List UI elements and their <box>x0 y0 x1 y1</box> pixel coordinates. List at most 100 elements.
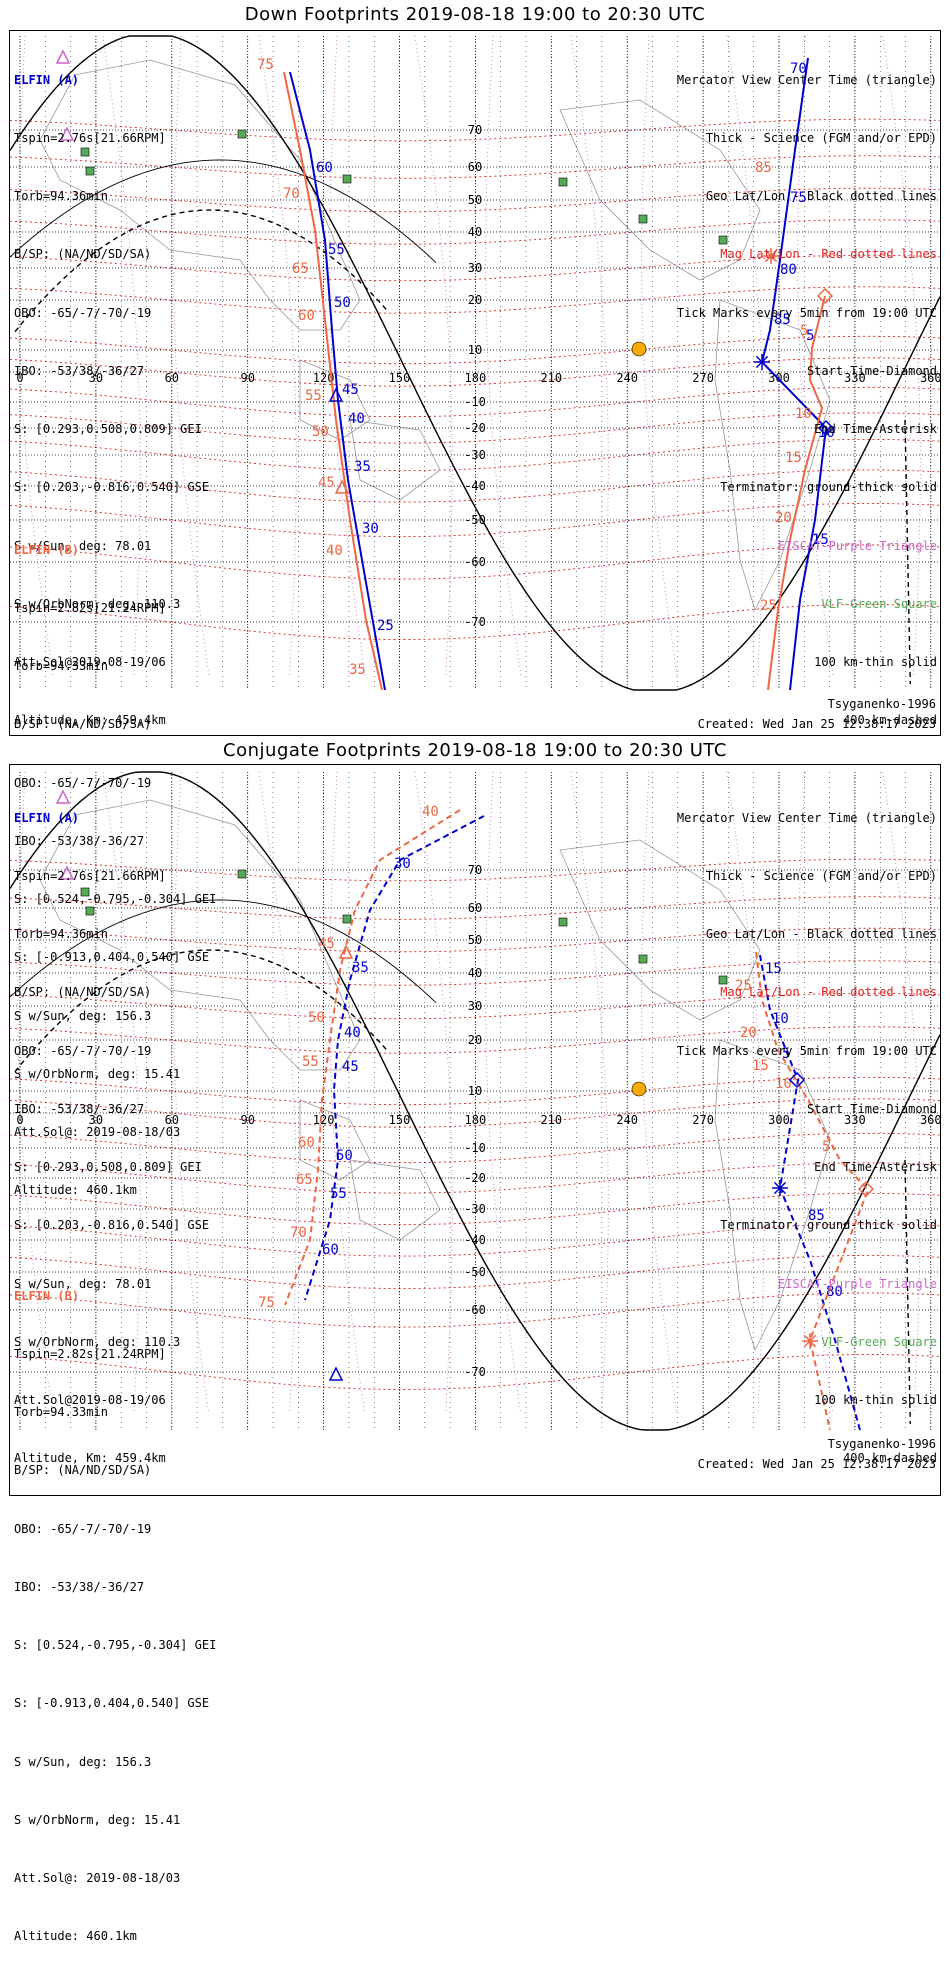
latitude-tick-label: -10 <box>464 395 486 409</box>
vlf-station-square <box>718 235 728 245</box>
elfin-b-conj-right-track-tick-label: 5 <box>822 1139 830 1155</box>
mag-latitude-line <box>9 992 941 1020</box>
elfin-b-line: Att.Sol@: 2019-08-18/03 <box>14 1125 181 1139</box>
map-legend: Mercator View Center Time (triangle) Thi… <box>677 770 937 1507</box>
terminator-line <box>9 771 941 1431</box>
latitude-tick-label: -70 <box>464 1365 486 1379</box>
mag-latitude-line <box>9 927 941 953</box>
longitude-tick-label: 90 <box>240 371 254 385</box>
latitude-tick-label: 40 <box>468 966 482 980</box>
elfin-a-conj-track-tick-label: 30 <box>394 856 411 872</box>
legend-item: End Time-Asterisk <box>814 1160 937 1175</box>
latitude-tick-label: -20 <box>464 1171 486 1185</box>
legend-item: Mercator View Center Time (triangle) <box>676 72 937 87</box>
vlf-station-square <box>638 214 648 224</box>
elfin-b-conj-track-tick-label: 65 <box>296 1172 313 1188</box>
longitude-tick-label: 120 <box>313 371 335 385</box>
mag-latitude-line <box>9 1254 941 1290</box>
elfin-b-line: S w/OrbNorm, deg: 15.41 <box>14 1066 181 1081</box>
latitude-tick-label: 40 <box>468 225 482 239</box>
dashed-400km-line <box>14 949 388 1073</box>
elfin-b-line: Torb=94.33min <box>14 1405 108 1420</box>
elfin-b-conj-right-track-tick-label: 20 <box>740 1025 757 1041</box>
elfin-b-track-tick-label: 65 <box>292 261 309 277</box>
model-label: Tsyganenko-1996 <box>827 1437 936 1451</box>
elfin-a-conj-track-tick-label: 55 <box>330 1186 347 1202</box>
mag-longitude-line <box>329 771 365 1413</box>
longitude-tick-label: 300 <box>768 1113 790 1127</box>
vlf-station-square <box>85 166 95 176</box>
elfin-a-right-track-tick-label: 15 <box>812 532 829 548</box>
elfin-b-line: OBO: -65/-7/-70/-19 <box>14 775 152 790</box>
mag-longitude-line <box>485 35 522 677</box>
latitude-tick-label: 60 <box>468 160 482 174</box>
elfin-b-line: B/SP: (NA/ND/SD/SA) <box>14 1463 152 1478</box>
longitude-tick-label: 180 <box>465 1113 487 1127</box>
latitude-tick-label: -20 <box>464 421 486 435</box>
elfin-b-line: S w/OrbNorm, deg: 15.41 <box>14 1812 181 1827</box>
elfin-a-info: ELFIN (A) Tspin=2.76s[21.66RPM] Torb=94.… <box>14 32 209 769</box>
elfin-a-info: ELFIN (A) Tspin=2.76s[21.66RPM] Torb=94.… <box>14 770 209 1507</box>
elfin-b-track-tick-label: 35 <box>349 662 366 678</box>
mag-latitude-line <box>9 1162 941 1194</box>
latitude-tick-label: 30 <box>468 999 482 1013</box>
mag-latitude-line <box>9 1132 941 1164</box>
elfin-b-conj-right-track-tick-label: 25 <box>735 978 752 994</box>
start-time-diamond <box>816 287 834 305</box>
created-label: Created: Wed Jan 25 12:38:17 2023 <box>697 717 936 731</box>
elfin-a-right-track-tick-label: 10 <box>818 425 835 441</box>
mag-longitude-line <box>797 771 833 1413</box>
mag-longitude-line <box>414 35 453 677</box>
elfin-a-conj-track-tick-label: 50 <box>336 1148 353 1164</box>
terminator-line <box>9 35 941 691</box>
mag-longitude-line <box>258 771 297 1413</box>
elfin-a-line: S w/OrbNorm, deg: 110.3 <box>14 1334 181 1349</box>
elfin-b-line: Altitude: 460.1km <box>14 1929 137 1944</box>
elfin-a-right-track-tick-label: 80 <box>780 262 797 278</box>
longitude-tick-label: 240 <box>616 1113 638 1127</box>
elfin-a-conj-track <box>304 815 485 1301</box>
mag-latitude-line <box>9 118 941 142</box>
latitude-tick-label: 70 <box>468 123 482 137</box>
elfin-a-line: Tspin=2.76s[21.66RPM] <box>14 131 166 146</box>
mag-latitude-line <box>9 896 941 920</box>
mag-latitude-line <box>9 469 941 503</box>
longitude-tick-label: 270 <box>692 371 714 385</box>
legend-item: Terminator: ground-thick solid <box>720 480 937 495</box>
elfin-a-header: ELFIN (A) <box>14 810 80 825</box>
latitude-tick-label: -50 <box>464 1265 486 1279</box>
legend-item: Thick - Science (FGM and/or EPD) <box>705 131 937 146</box>
start-time-diamond <box>817 419 835 437</box>
longitude-tick-label: 180 <box>465 371 487 385</box>
latitude-tick-label: -10 <box>464 1141 486 1155</box>
legend-item: Terminator: ground-thick solid <box>720 1218 937 1233</box>
coastline <box>559 839 761 1021</box>
conjugate-footprints-panel: Conjugate Footprints 2019-08-18 19:00 to… <box>0 740 950 1943</box>
elfin-a-line: S: [0.203,-0.816,0.540] GSE <box>14 1218 210 1233</box>
eiscat-triangle <box>55 789 71 804</box>
elfin-a-track-tick-label: 50 <box>334 295 351 311</box>
sun-icon <box>631 1081 647 1097</box>
elfin-a-line: Altitude, Km: 459.4km <box>14 1451 166 1466</box>
elfin-a-line: OBO: -65/-7/-70/-19 <box>14 1043 152 1058</box>
mag-latitude-line <box>9 858 941 882</box>
elfin-a-conj-track-tick-label: 60 <box>322 1242 339 1258</box>
mag-latitude-line <box>9 544 941 580</box>
elfin-b-conj-track-tick-label: 45 <box>318 936 335 952</box>
center-time-triangle <box>334 479 350 494</box>
created-label: Created: Wed Jan 25 12:38:17 2023 <box>697 1457 936 1471</box>
elfin-a-conj-right-track-tick-label: 15 <box>765 961 782 977</box>
center-time-triangle <box>338 944 354 959</box>
longitude-tick-label: 30 <box>89 1113 103 1127</box>
elfin-a-track-tick-label: 60 <box>316 160 333 176</box>
mag-longitude-line <box>173 771 209 1413</box>
coastline <box>299 359 371 441</box>
model-label: Tsyganenko-1996 <box>827 697 936 711</box>
elfin-a-line: Att.Sol@2019-08-19/06 <box>14 655 166 669</box>
elfin-b-track-tick-label: 50 <box>312 424 329 440</box>
elfin-a-line: OBO: -65/-7/-70/-19 <box>14 305 152 320</box>
elfin-a-right-track-tick-label: 75 <box>790 190 807 206</box>
vlf-station-square <box>638 954 648 964</box>
elfin-b-line: B/SP: (NA/ND/SD/SA) <box>14 717 152 732</box>
mag-longitude-line <box>414 771 453 1413</box>
